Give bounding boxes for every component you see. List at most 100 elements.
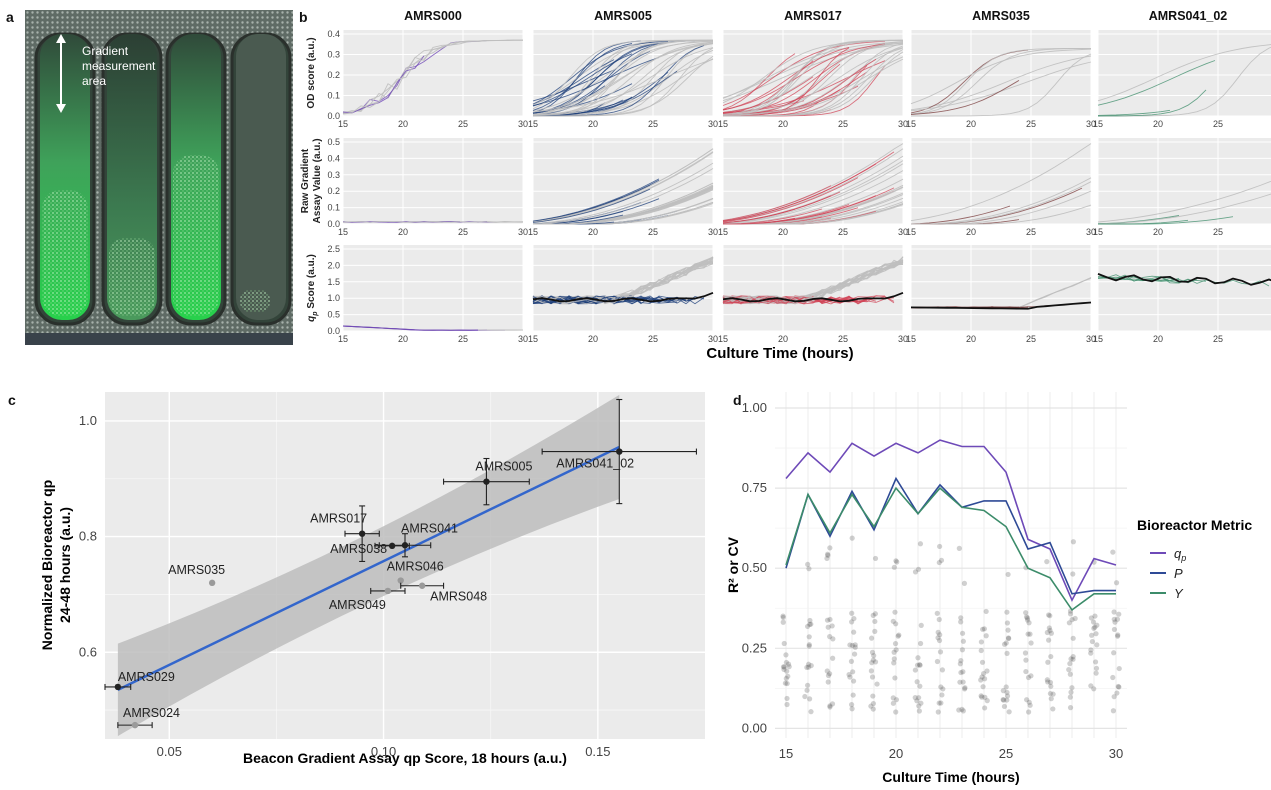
x-tick-label: 25 (1213, 334, 1223, 344)
confidence-band (117, 394, 620, 737)
cv-point (1000, 696, 1006, 703)
cv-point (851, 629, 857, 635)
cv-point (1004, 650, 1010, 656)
cv-point (916, 662, 923, 668)
cv-point (1068, 656, 1074, 662)
x-tick-label: 20 (588, 334, 598, 344)
cv-point (894, 559, 900, 565)
point-label: AMRS041_02 (556, 457, 634, 471)
cv-point (1023, 610, 1029, 616)
trajectory-line (910, 143, 1092, 222)
panel-label-a: a (6, 9, 14, 25)
cv-point (808, 621, 814, 627)
data-point-amrs029: AMRS029 (104, 670, 175, 691)
cv-point (893, 621, 899, 627)
legend-label: qp (1174, 546, 1186, 563)
trajectory-line (722, 56, 904, 116)
x-tick-label: 30 (898, 334, 908, 344)
series-line-y (785, 486, 1116, 612)
x-tick-label: 0.10 (371, 744, 396, 759)
cv-point (1069, 685, 1075, 691)
trajectory-line (532, 43, 714, 113)
cv-point (1023, 657, 1029, 663)
x-tick-label: 20 (1153, 119, 1163, 129)
data-point-amrs024: AMRS024 (117, 706, 180, 729)
x-tick-label: 25 (1213, 227, 1223, 237)
cv-point (872, 659, 879, 665)
cv-point (1070, 654, 1076, 660)
cv-point (1023, 668, 1029, 675)
x-tick-label: 20 (1153, 334, 1163, 344)
cv-point (808, 709, 814, 715)
pen-2 (101, 32, 163, 326)
cv-point (782, 680, 789, 686)
cv-point (1092, 613, 1098, 619)
cv-point (849, 535, 855, 541)
cv-point (1001, 703, 1008, 710)
panel-d-line-chart: d 0.00 0.25 0.50 0.75 1.00 15 20 25 30 Culture T… (725, 392, 1252, 785)
cv-point (1110, 674, 1116, 681)
cv-point (869, 660, 875, 666)
cv-point (1025, 631, 1031, 637)
cv-point (1111, 694, 1117, 700)
cv-point (912, 667, 918, 673)
y-tick-label: 0.0 (327, 219, 340, 229)
trajectory-line (532, 43, 633, 111)
cv-point (1088, 683, 1094, 689)
x-tick-label: 20 (889, 746, 903, 761)
trajectory-line (532, 42, 714, 114)
y-tick-label: 0.6 (79, 644, 97, 659)
panel-a-micrograph: a Gradient measurement (6, 9, 293, 345)
cv-point (825, 551, 831, 557)
cv-point (893, 647, 899, 653)
x-tick-label: 15 (528, 227, 538, 237)
facet-bg (911, 245, 1091, 331)
cv-point (1116, 684, 1122, 690)
cv-point (981, 670, 987, 677)
cv-point (915, 655, 921, 661)
cv-point (872, 618, 878, 625)
cv-point (850, 692, 856, 698)
x-tick-label: 30 (518, 119, 528, 129)
cv-point (1004, 689, 1010, 696)
cv-point (804, 682, 811, 688)
point-label: AMRS041 (401, 521, 458, 535)
cv-point (830, 655, 836, 661)
cv-point (781, 640, 787, 647)
cv-point (912, 569, 919, 575)
cv-point (1028, 673, 1034, 679)
cv-point (978, 647, 984, 654)
cv-point (958, 657, 964, 664)
x-tick-label: 30 (708, 227, 718, 237)
trajectory-line (911, 53, 1092, 117)
cv-point (1067, 611, 1074, 617)
cv-point (852, 644, 858, 650)
cv-point (1066, 667, 1072, 673)
trajectory-line (910, 205, 1011, 225)
point-label: AMRS029 (118, 670, 175, 684)
cv-point (1048, 653, 1054, 660)
cv-point (806, 566, 812, 572)
trajectory-line (722, 185, 832, 221)
cv-point (1111, 616, 1117, 622)
trajectory-line (533, 47, 714, 117)
cv-point (956, 545, 962, 551)
cv-point (1110, 708, 1116, 714)
facet-r0-c3: 15 20 25 30 (906, 30, 1096, 129)
cv-point (804, 687, 810, 693)
legend-q: q (1174, 546, 1182, 561)
cv-point (959, 706, 965, 712)
cv-point (827, 634, 833, 640)
data-point-amrs048: AMRS048 (400, 582, 487, 604)
cv-point (1066, 620, 1072, 626)
cv-point (802, 693, 808, 700)
chip-channel (25, 333, 293, 345)
cv-point (1048, 696, 1054, 702)
cv-point (869, 649, 876, 655)
cv-point (850, 669, 856, 675)
y-tick-label: 1.00 (742, 400, 767, 415)
cv-point (807, 696, 813, 702)
cv-point (1005, 627, 1011, 633)
x-tick-label: 0.15 (585, 744, 610, 759)
cv-point (935, 635, 941, 641)
